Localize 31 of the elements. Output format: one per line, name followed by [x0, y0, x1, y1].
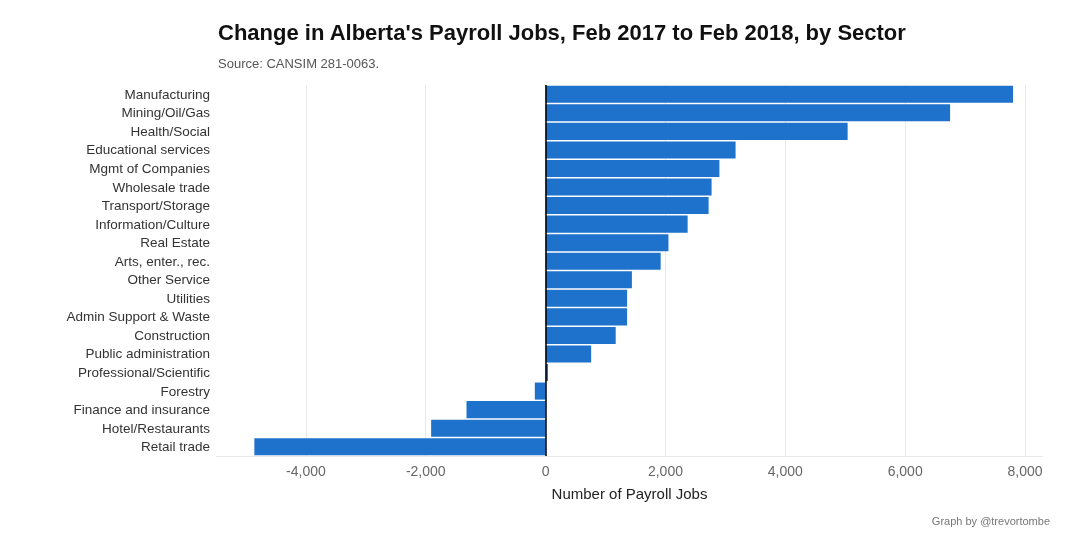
y-tick-label: Arts, enter., rec.	[114, 253, 210, 269]
y-tick-label: Other Service	[127, 272, 210, 288]
y-tick-label: Utilities	[166, 290, 211, 306]
y-tick-label: Transport/Storage	[101, 198, 210, 214]
y-tick-label: Manufacturing	[124, 86, 210, 102]
y-tick-label: Professional/Scientific	[77, 365, 211, 381]
x-axis-title: Number of Payroll Jobs	[551, 485, 708, 502]
y-tick-label: Public administration	[85, 346, 210, 362]
y-tick-label: Mining/Oil/Gas	[121, 105, 211, 121]
y-tick-label: Forestry	[160, 383, 211, 399]
y-tick-label: Educational services	[86, 142, 211, 158]
x-tick-label: -4,000	[286, 463, 326, 479]
chart-title: Change in Alberta's Payroll Jobs, Feb 2017 to Feb 2018, by Sector	[218, 19, 907, 45]
y-tick-label: Health/Social	[130, 123, 210, 139]
x-tick-label: 4,000	[767, 463, 804, 479]
y-tick-label: Wholesale trade	[112, 179, 210, 195]
y-tick-label: Information/Culture	[95, 216, 210, 232]
y-tick-label: Hotel/Restaurants	[101, 420, 211, 436]
x-tick-label: 8,000	[1007, 463, 1043, 479]
y-tick-label: Real Estate	[140, 235, 210, 251]
x-tick-label: 2,000	[647, 463, 684, 479]
x-tick-label: 0	[541, 463, 550, 479]
y-tick-label: Admin Support & Waste	[66, 309, 210, 325]
y-tick-label: Retail trade	[140, 439, 210, 455]
text: Graph by @trevortombe	[931, 514, 1051, 527]
x-tick-label: 6,000	[887, 463, 923, 479]
chart-subtitle: Source: CANSIM 281-0063.	[218, 56, 380, 71]
y-tick-label: Construction	[134, 327, 210, 343]
y-tick-label: Mgmt of Companies	[89, 160, 211, 176]
y-tick-label: Finance and insurance	[73, 402, 210, 418]
x-tick-label: -2,000	[405, 463, 446, 479]
